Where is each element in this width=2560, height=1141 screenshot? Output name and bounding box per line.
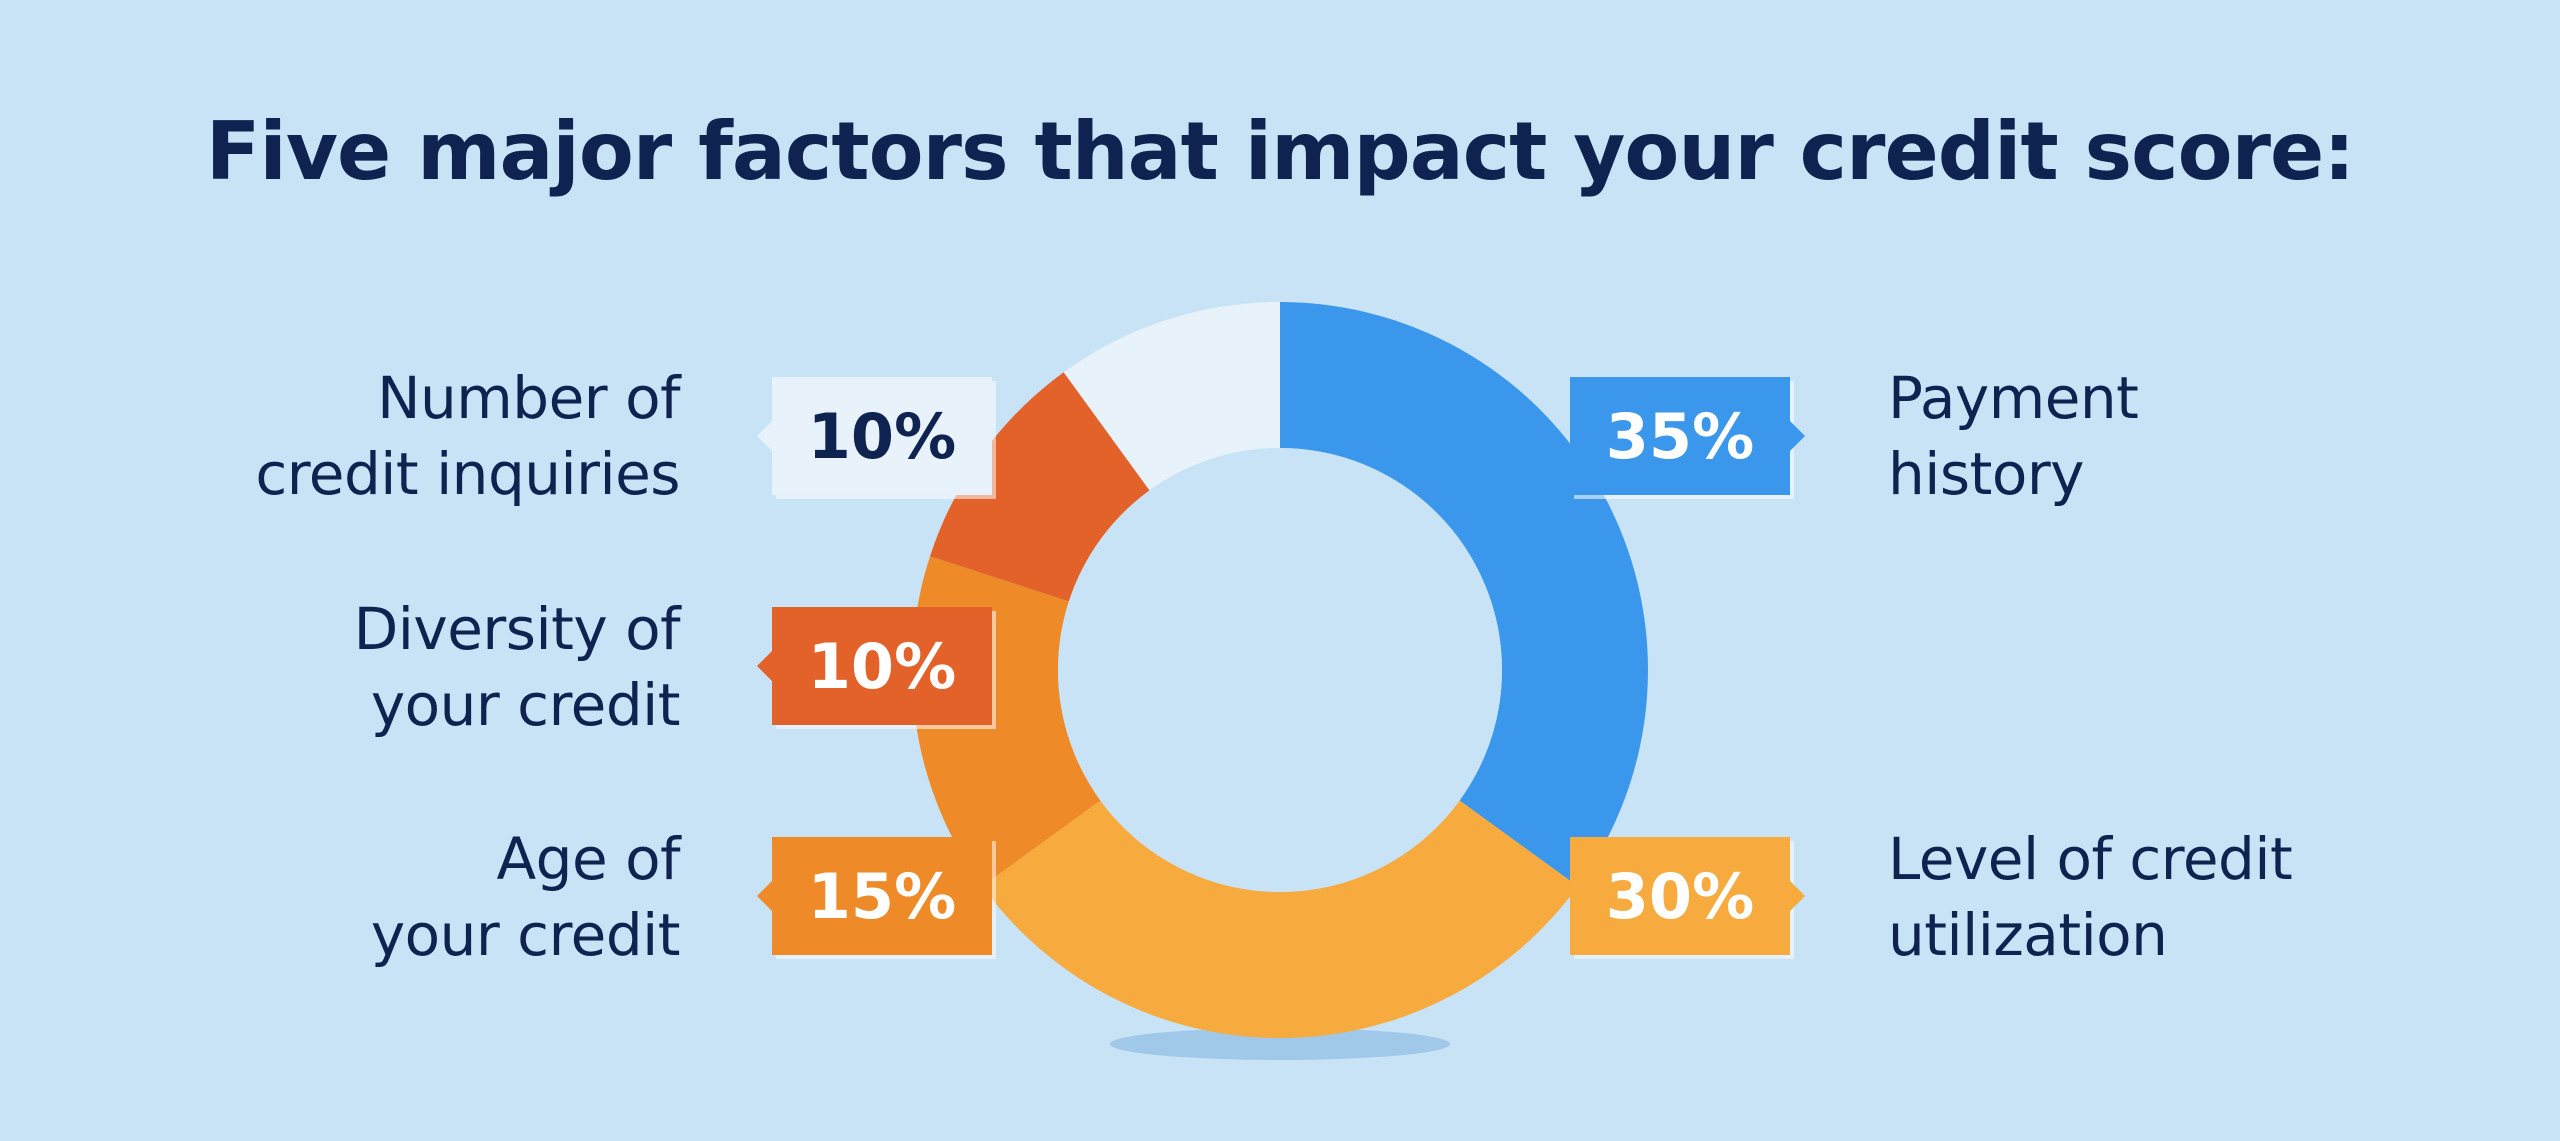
label-line: Diversity of [353, 595, 681, 663]
label-level-of-credit-utilization: Level of credit utilization [1888, 821, 2448, 973]
badge-value: 35% [1605, 399, 1755, 473]
badge-value: 15% [807, 859, 957, 933]
badge-pointer [757, 881, 772, 911]
slice-number-of-credit-inquiries [1063, 302, 1280, 491]
donut-hole [1058, 448, 1502, 892]
badge-number-of-credit-inquiries: 10% [757, 377, 992, 495]
label-line: Payment [1888, 364, 2139, 432]
badge-value: 30% [1605, 859, 1755, 933]
label-line: your credit [370, 671, 681, 739]
label-line: your credit [370, 901, 681, 969]
donut-shadow [1110, 1028, 1450, 1060]
chart-title: Five major factors that impact your cred… [205, 105, 2356, 198]
badge-payment-history: 35% [1570, 377, 1805, 495]
label-payment-history: Payment history [1888, 360, 2448, 512]
badge-pointer [1790, 881, 1805, 911]
badge-value: 10% [807, 629, 957, 703]
badge-age-of-your-credit: 15% [757, 837, 992, 955]
label-line: history [1888, 440, 2085, 508]
label-line: Age of [496, 825, 680, 893]
label-line: utilization [1888, 901, 2168, 969]
slice-diversity-of-your-credit [930, 372, 1150, 602]
slice-level-of-credit-utilization [982, 800, 1578, 1039]
label-line: Number of [377, 364, 680, 432]
badge-pointer [757, 421, 772, 451]
badge-pointer [1790, 421, 1805, 451]
label-age-of-your-credit: Age of your credit [120, 821, 681, 973]
label-line: credit inquiries [255, 440, 680, 508]
slice-payment-history [1280, 302, 1648, 887]
badge-level-of-credit-utilization: 30% [1570, 837, 1805, 955]
badge-value: 10% [807, 399, 957, 473]
label-number-of-credit-inquiries: Number of credit inquiries [120, 360, 680, 512]
label-line: Level of credit [1888, 825, 2293, 893]
badge-diversity-of-your-credit: 10% [757, 607, 992, 725]
badge-pointer [757, 651, 772, 681]
label-diversity-of-your-credit: Diversity of your credit [120, 591, 681, 743]
